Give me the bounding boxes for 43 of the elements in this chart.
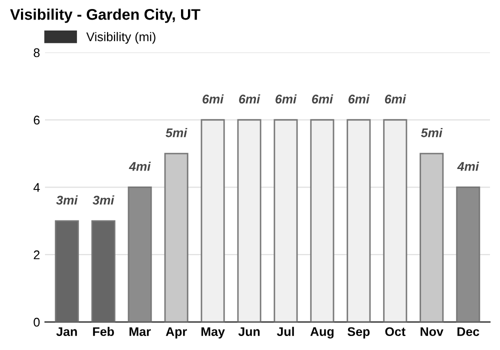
x-tick-label: Aug <box>310 327 334 339</box>
text: Visibility (mi) <box>86 32 156 44</box>
y-tick-label: 8 <box>34 48 40 58</box>
bar <box>237 119 262 322</box>
x-tick-label: Apr <box>166 327 187 339</box>
bar <box>420 152 444 322</box>
x-tick-label: May <box>201 327 225 339</box>
chart-title: Visibility - Garden City, UT <box>10 8 200 23</box>
y-tick-label: 0 <box>34 318 40 327</box>
y-tick-label: 6 <box>34 116 40 125</box>
data-label: 5mi <box>166 128 188 138</box>
x-tick-label: Dec <box>457 327 480 336</box>
data-label: 6mi <box>348 94 370 104</box>
x-tick-label: Nov <box>420 327 444 336</box>
data-label: 3mi <box>56 195 78 205</box>
data-label: 3mi <box>92 195 114 205</box>
data-label: 6mi <box>276 94 297 104</box>
x-tick-label: Sep <box>348 327 370 339</box>
y-tick-label: 4 <box>33 183 40 192</box>
bar <box>346 119 371 322</box>
data-label: 5mi <box>420 128 443 138</box>
data-label: 4mi <box>128 162 151 171</box>
x-tick-label: Feb <box>93 326 114 336</box>
data-label: 6mi <box>239 94 260 104</box>
x-tick-label: Jul <box>276 326 294 336</box>
bar <box>274 119 298 322</box>
x-tick-label: Jun <box>238 327 260 336</box>
x-tick-label: Jan <box>56 327 77 336</box>
bar <box>128 186 152 322</box>
x-tick-label: Mar <box>130 327 151 336</box>
x-tick-label: Oct <box>385 327 406 336</box>
data-label: 4mi <box>457 162 480 171</box>
bar <box>54 220 79 322</box>
bar <box>456 186 480 322</box>
bar <box>200 119 225 322</box>
data-label: 6mi <box>202 94 224 104</box>
bar <box>383 119 408 322</box>
bar <box>310 119 334 322</box>
bar <box>164 152 188 322</box>
data-label: 6mi <box>312 94 334 104</box>
y-tick-label: 2 <box>34 250 40 260</box>
bar <box>91 220 116 322</box>
data-label: 6mi <box>384 94 406 104</box>
